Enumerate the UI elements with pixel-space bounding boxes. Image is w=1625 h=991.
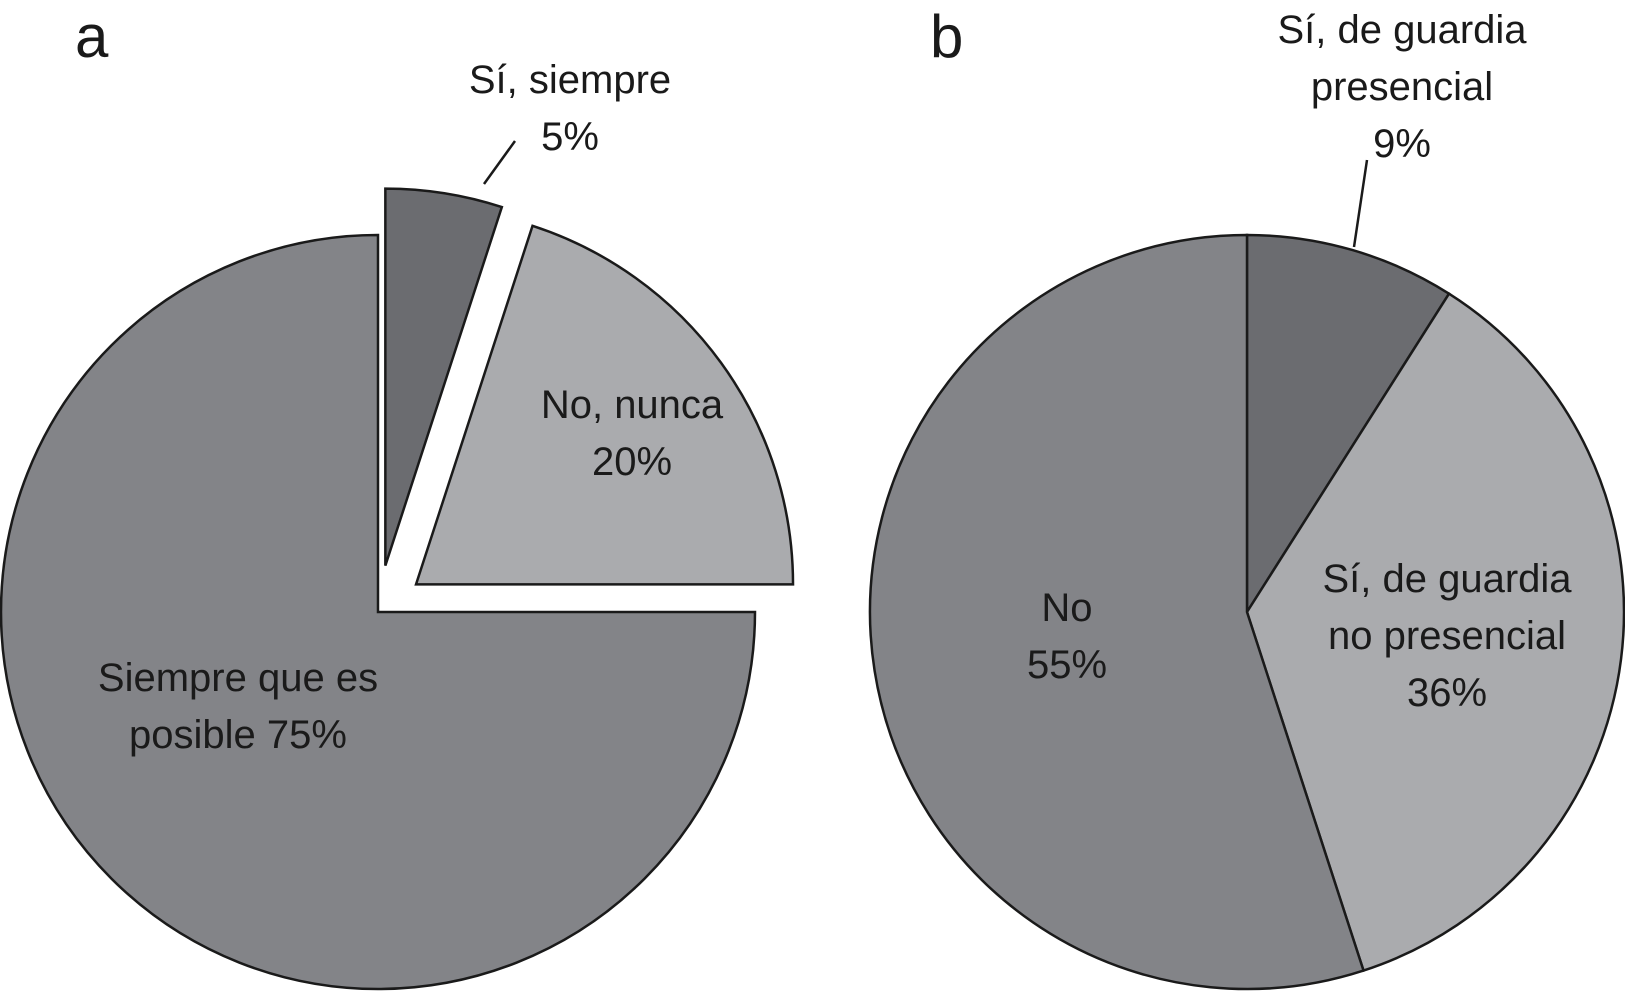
leader-line xyxy=(482,140,517,185)
pie-chart-b: Sí, de guardia presencial 9% Sí, de guardia… xyxy=(868,3,1625,991)
slice-label: Sí, siempre 5% xyxy=(469,58,671,159)
pie-chart-a: Sí, siempre 5% No, nunca 20% Siempre que es p… xyxy=(0,3,795,991)
slice-label: Siempre que es posible 75% xyxy=(98,656,378,757)
pie-slice xyxy=(0,233,757,991)
pie-slice xyxy=(414,224,795,586)
panel-label: b xyxy=(930,3,963,70)
pie-slice xyxy=(868,233,1366,991)
pie-slice xyxy=(1245,233,1451,617)
slice-label: No 55% xyxy=(1027,586,1107,687)
pie-slice xyxy=(384,187,504,566)
pie-slice xyxy=(1245,291,1625,973)
leader-line xyxy=(1352,159,1369,248)
slice-label: Sí, de guardia presencial 9% xyxy=(1277,8,1527,166)
panel-label: a xyxy=(75,3,109,70)
slice-label: Sí, de guardia no presencial 36% xyxy=(1322,557,1572,715)
slice-label: No, nunca 20% xyxy=(541,383,724,484)
